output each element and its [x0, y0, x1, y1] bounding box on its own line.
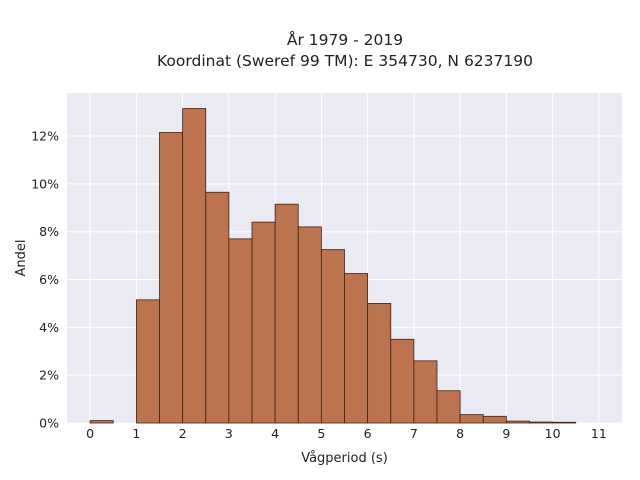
x-tick-label: 4: [271, 426, 279, 441]
x-tick-label: 11: [591, 426, 607, 441]
histogram-bar: [159, 132, 184, 424]
histogram-bar: [135, 299, 160, 424]
histogram-bar: [482, 415, 507, 424]
x-tick-label: 1: [132, 426, 140, 441]
histogram-bar: [205, 191, 230, 424]
histogram-bar: [274, 203, 299, 424]
y-tick-label: 8%: [39, 224, 59, 239]
y-tick-label: 6%: [39, 272, 59, 287]
y-tick-label: 0%: [39, 416, 59, 431]
histogram-bar: [436, 390, 461, 424]
x-tick-label: 7: [410, 426, 418, 441]
x-axis-label: Vågperiod (s): [301, 451, 388, 466]
histogram-bar: [367, 303, 392, 424]
histogram-bar: [89, 420, 114, 424]
x-tick-label: 2: [179, 426, 187, 441]
x-tick-labels: 0 1 2 3 4 5 6 7 8 9 10 11: [86, 426, 607, 441]
histogram-bar: [182, 108, 207, 424]
histogram-bar: [228, 238, 253, 424]
histogram-bar: [344, 273, 369, 424]
x-tick-label: 6: [364, 426, 372, 441]
chart-subtitle: Koordinat (Sweref 99 TM): E 354730, N 62…: [157, 52, 533, 70]
y-tick-labels: 0% 2% 4% 6% 8% 10% 12%: [31, 129, 59, 431]
x-tick-label: 9: [502, 426, 510, 441]
y-tick-label: 4%: [39, 320, 59, 335]
x-tick-label: 5: [317, 426, 325, 441]
x-tick-label: 0: [86, 426, 94, 441]
histogram-bar: [505, 420, 530, 424]
y-axis-label: Andel: [14, 240, 29, 277]
histogram-bar: [320, 249, 345, 424]
histogram-bar: [251, 221, 276, 424]
histogram-bar: [552, 421, 577, 424]
y-tick-label: 12%: [31, 129, 59, 144]
bars: [89, 108, 577, 424]
x-tick-label: 10: [545, 426, 561, 441]
histogram-bar: [529, 421, 554, 424]
histogram-bar: [297, 226, 322, 424]
chart-title: År 1979 - 2019: [287, 30, 403, 49]
histogram-bar: [390, 338, 415, 424]
histogram-bar: [459, 414, 484, 424]
histogram-bar: [413, 360, 438, 424]
y-tick-label: 10%: [31, 176, 59, 191]
y-tick-label: 2%: [39, 368, 59, 383]
x-tick-label: 8: [456, 426, 464, 441]
x-tick-label: 3: [225, 426, 233, 441]
